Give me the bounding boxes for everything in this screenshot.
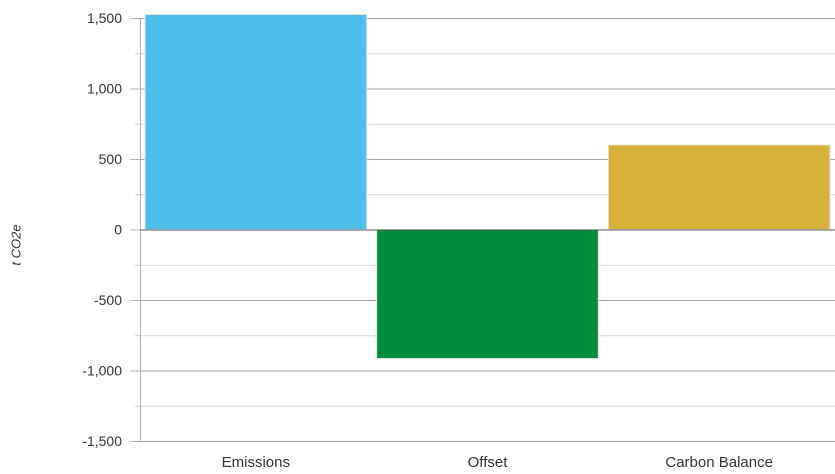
bars (144, 13, 831, 360)
bar-offset[interactable] (376, 229, 599, 360)
bar-carbon-balance[interactable] (607, 144, 831, 230)
x-tick-label: Offset (468, 454, 509, 471)
y-tick-labels: -1,500 -1,000 -500 0 500 1,000 1,500 (82, 10, 122, 449)
x-tick-label: Carbon Balance (665, 454, 773, 471)
y-tick-label: -1,000 (82, 363, 122, 379)
y-tick-label: 1,500 (87, 10, 122, 26)
y-tick-label: -1,500 (82, 433, 122, 449)
y-tick-label: -500 (94, 292, 122, 308)
x-tick-labels: Emissions Offset Carbon Balance (222, 454, 773, 471)
y-tick-label: 1,000 (87, 81, 122, 97)
bar-emissions[interactable] (144, 13, 368, 230)
x-tick-label: Emissions (222, 454, 290, 471)
y-tick-label: 0 (114, 222, 122, 238)
y-tick-label: 500 (99, 151, 123, 167)
